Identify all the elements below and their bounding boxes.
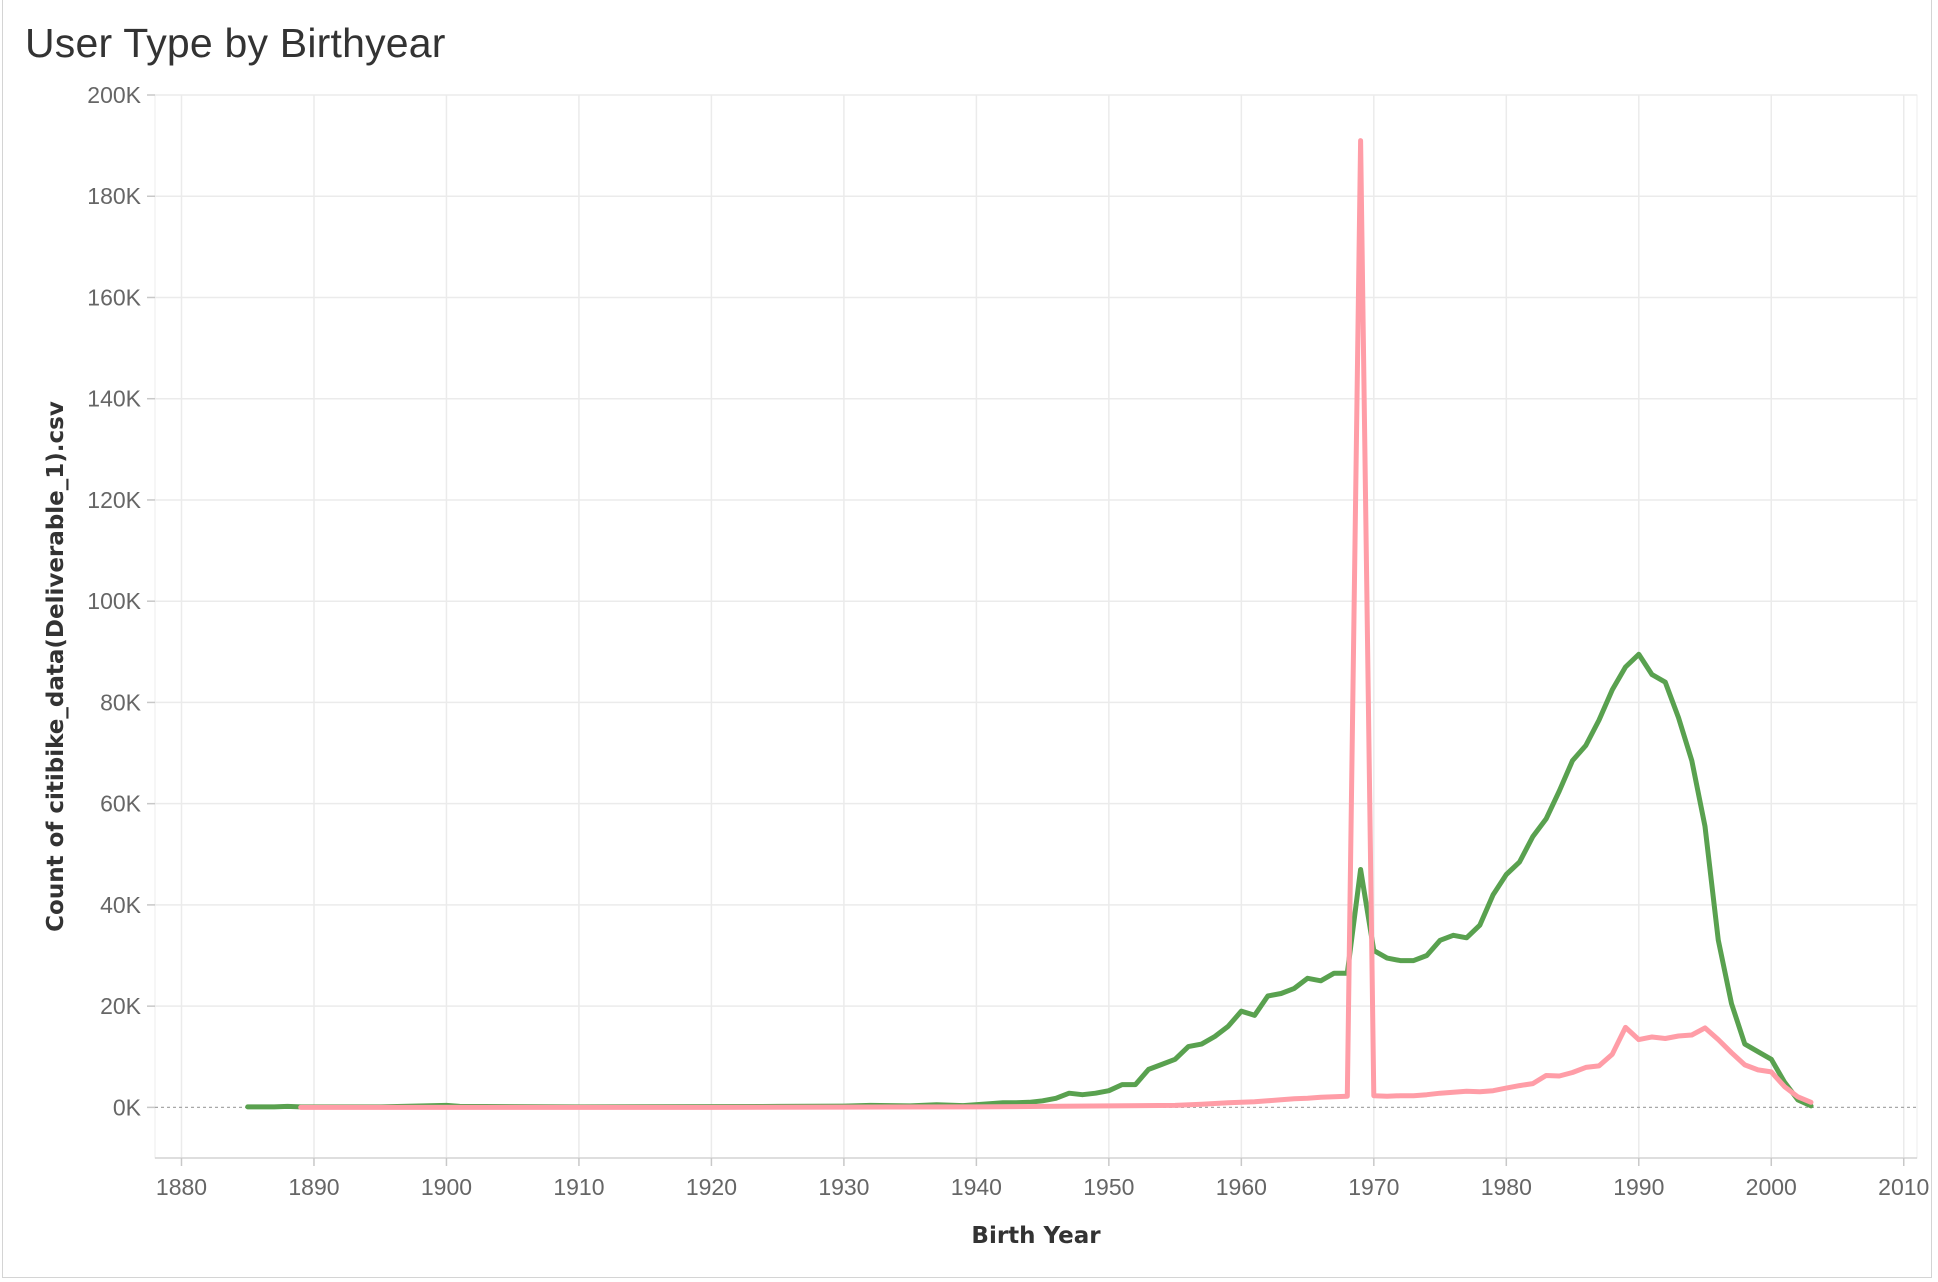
y-tick-label: 120K bbox=[87, 487, 141, 513]
y-tick-label: 160K bbox=[87, 284, 141, 310]
y-tick-label: 200K bbox=[87, 82, 141, 108]
x-tick-label: 1990 bbox=[1613, 1174, 1664, 1200]
x-tick-label: 2010 bbox=[1878, 1174, 1929, 1200]
x-tick-label: 1970 bbox=[1348, 1174, 1399, 1200]
x-tick-label: 1940 bbox=[951, 1174, 1002, 1200]
y-axis: 0K 20K 40K 60K 80K 100K 120K 140K 160K 180K 200K bbox=[87, 82, 155, 1120]
x-tick-label: 1950 bbox=[1083, 1174, 1134, 1200]
x-tick-label: 1960 bbox=[1216, 1174, 1267, 1200]
y-tick-label: 20K bbox=[100, 993, 142, 1019]
x-tick-label: 1910 bbox=[553, 1174, 604, 1200]
series-group bbox=[245, 138, 1814, 1110]
x-tick-label: 1930 bbox=[818, 1174, 869, 1200]
plot-area bbox=[154, 94, 1918, 1159]
x-axis-title: Birth Year bbox=[971, 1223, 1101, 1249]
y-axis-title: Count of citibike_data(Deliverable_1).cs… bbox=[43, 401, 69, 932]
x-tick-label: 1890 bbox=[288, 1174, 339, 1200]
y-tick-label: 100K bbox=[87, 588, 141, 614]
page-title: User Type by Birthyear bbox=[25, 20, 446, 66]
x-axis: 1880 1890 1900 1910 1920 1930 1940 1950 1960 1970… bbox=[155, 1157, 1929, 1200]
y-tick-label: 0K bbox=[113, 1094, 142, 1120]
x-tick-label: 2000 bbox=[1746, 1174, 1797, 1200]
y-tick-label: 180K bbox=[87, 183, 141, 209]
series-line-2 bbox=[298, 138, 1814, 1110]
plot-border bbox=[154, 94, 1918, 1159]
y-tick-label: 80K bbox=[100, 689, 142, 715]
x-tick-label: 1920 bbox=[686, 1174, 737, 1200]
y-tick-label: 40K bbox=[100, 892, 142, 918]
x-tick-label: 1900 bbox=[421, 1174, 472, 1200]
x-tick-label: 1880 bbox=[156, 1174, 207, 1200]
y-tick-label: 140K bbox=[87, 386, 141, 412]
y-tick-label: 60K bbox=[100, 791, 142, 817]
x-tick-label: 1980 bbox=[1481, 1174, 1532, 1200]
